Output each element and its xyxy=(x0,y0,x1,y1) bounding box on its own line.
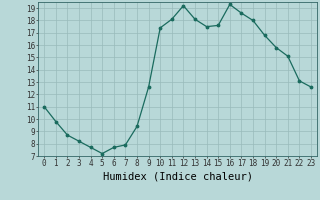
X-axis label: Humidex (Indice chaleur): Humidex (Indice chaleur) xyxy=(103,171,252,181)
